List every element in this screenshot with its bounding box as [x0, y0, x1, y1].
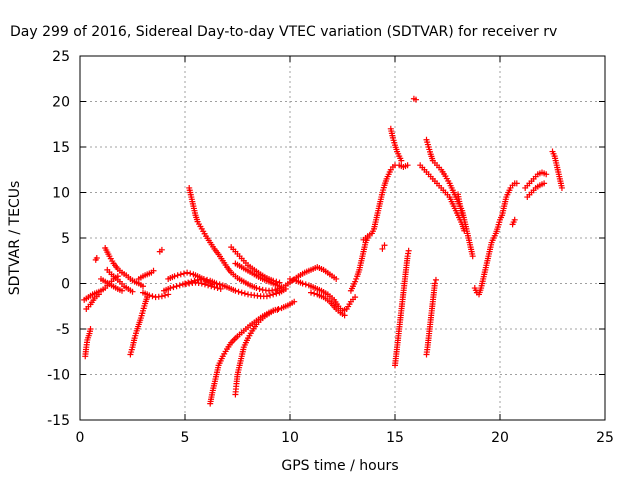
data-point: [311, 290, 318, 297]
y-tick-label: 0: [61, 277, 70, 293]
x-tick-label: 5: [181, 430, 190, 446]
data-point: [174, 272, 181, 279]
data-point: [253, 285, 260, 292]
data-point: [150, 267, 157, 274]
data-point: [235, 288, 242, 295]
data-point: [270, 291, 277, 298]
data-point: [173, 283, 180, 290]
data-point: [214, 285, 221, 292]
y-tick-label: 5: [61, 231, 70, 247]
data-point: [459, 212, 466, 219]
data-point: [352, 294, 359, 301]
data-point: [469, 253, 476, 260]
data-point: [270, 307, 277, 314]
data-point: [146, 292, 153, 299]
data-point: [263, 293, 270, 300]
x-tick-label: 15: [386, 430, 404, 446]
data-point: [241, 290, 248, 297]
data-point: [333, 275, 340, 282]
data-point: [188, 278, 195, 285]
y-tick-label: 20: [52, 95, 70, 111]
data-point: [413, 96, 419, 103]
data-point: [273, 290, 280, 297]
data-point: [167, 285, 174, 292]
data-point: [170, 284, 177, 291]
data-point: [290, 276, 297, 283]
data-point: [273, 278, 280, 285]
data-point: [213, 280, 220, 287]
y-tick-label: -5: [56, 322, 70, 338]
data-point: [93, 255, 100, 262]
data-point: [204, 276, 211, 283]
y-tick-label: 25: [52, 49, 70, 65]
grid-lines: [80, 56, 605, 420]
data-point: [95, 291, 102, 298]
data-point: [308, 289, 314, 296]
x-tick-label: 0: [76, 430, 85, 446]
data-point: [191, 277, 198, 284]
data-point: [200, 275, 207, 282]
data-points: [81, 95, 565, 407]
data-point: [129, 288, 136, 295]
data-point: [381, 242, 388, 249]
data-point: [198, 280, 205, 287]
y-tick-label: 15: [52, 140, 70, 156]
data-point: [558, 184, 565, 191]
data-point: [238, 289, 245, 296]
data-point: [274, 306, 281, 313]
data-point: [398, 157, 405, 164]
x-tick-label: 20: [491, 430, 509, 446]
data-point: [353, 275, 360, 282]
data-point: [302, 281, 309, 288]
y-tick-label: 10: [52, 186, 70, 202]
data-point: [182, 280, 188, 287]
data-point: [176, 282, 183, 289]
data-point: [291, 298, 298, 305]
data-point: [149, 293, 156, 300]
data-point: [461, 227, 468, 234]
data-point: [341, 312, 348, 319]
data-point: [432, 276, 439, 283]
data-point: [165, 291, 172, 298]
data-point: [217, 285, 224, 292]
data-point: [267, 292, 274, 299]
data-point: [180, 270, 187, 277]
data-point: [177, 271, 184, 278]
axis-ticks: 0 5 10 15 20 25 -15 -10 -5 0 5 10 15 20 25: [47, 49, 614, 446]
data-point: [216, 281, 223, 288]
y-tick-label: -15: [47, 413, 70, 429]
data-point: [140, 283, 146, 290]
chart-title: Day 299 of 2016, Sidereal Day-to-day VTE…: [10, 24, 557, 40]
data-point: [404, 162, 411, 169]
data-point: [119, 287, 125, 294]
data-point: [256, 285, 263, 292]
data-point: [187, 270, 194, 277]
data-point: [287, 275, 293, 282]
x-axis-label: GPS time / hours: [281, 458, 398, 474]
data-point: [513, 180, 520, 187]
data-point: [232, 287, 239, 294]
data-point: [158, 246, 165, 253]
data-point: [87, 326, 94, 332]
data-point: [184, 269, 191, 276]
data-point: [158, 293, 165, 300]
x-tick-label: 25: [596, 430, 614, 446]
data-point: [162, 292, 169, 299]
data-point: [171, 273, 178, 280]
x-tick-label: 10: [281, 430, 299, 446]
data-point: [405, 247, 412, 254]
data-point: [431, 280, 438, 287]
data-point: [299, 280, 306, 287]
data-point: [201, 281, 208, 288]
data-point: [185, 279, 192, 286]
y-axis-label: SDTVAR / TECUs: [7, 181, 23, 296]
data-point: [541, 180, 548, 187]
data-point: [275, 305, 282, 312]
data-point: [379, 245, 386, 252]
y-tick-label: -10: [47, 368, 70, 384]
data-point: [543, 171, 550, 178]
data-point: [352, 278, 359, 285]
data-point: [511, 216, 518, 223]
